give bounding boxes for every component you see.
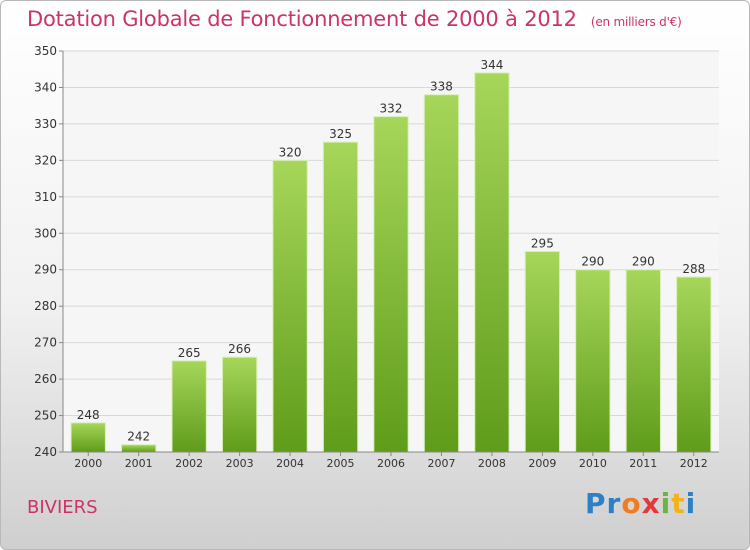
x-tick-label: 2010 [579, 457, 607, 470]
x-tick-label: 2007 [427, 457, 455, 470]
y-tick-label: 350 [34, 44, 57, 58]
data-label: 338 [430, 80, 453, 94]
y-tick-label: 290 [34, 263, 57, 277]
data-labels: 248 242 265 266 320 325 332 338 344 295 290 290 288 [77, 58, 705, 444]
x-axis: 2000 2001 2002 2003 2004 2005 2006 2007 2008 2009… [63, 451, 719, 470]
logo-letter: i [685, 487, 697, 520]
bar [70, 422, 106, 453]
data-label: 242 [127, 430, 150, 444]
data-label: 288 [682, 262, 705, 276]
y-axis: 240 250 260 270 280 290 300 310 320 330 340 350 [34, 44, 64, 459]
bar [575, 269, 611, 453]
y-tick-label: 280 [34, 299, 57, 313]
bar [221, 356, 258, 453]
x-tick-label: 2003 [226, 457, 254, 470]
bar [474, 72, 510, 453]
logo-letter: o [621, 487, 642, 520]
bar [322, 141, 359, 453]
proxiti-logo: Proxiti [585, 487, 696, 520]
x-tick-label: 2009 [528, 457, 556, 470]
data-label: 332 [380, 102, 403, 116]
x-tick-label: 2008 [478, 457, 506, 470]
bar [171, 360, 207, 453]
y-tick-label: 240 [34, 445, 57, 459]
x-tick-label: 2000 [74, 457, 102, 470]
x-tick-label: 2002 [175, 457, 203, 470]
logo-letter: r [606, 487, 622, 520]
bar [625, 269, 661, 453]
bars [70, 72, 712, 453]
bar [373, 116, 409, 453]
x-tick-label: 2006 [377, 457, 405, 470]
data-label: 266 [228, 342, 251, 356]
data-label: 290 [581, 255, 604, 269]
commune-name: BIVIERS [27, 497, 98, 518]
data-label: 265 [178, 346, 201, 360]
data-label: 290 [632, 255, 655, 269]
y-tick-label: 310 [34, 190, 57, 204]
y-tick-label: 340 [34, 80, 57, 94]
logo-letter: t [671, 487, 686, 520]
bar [524, 251, 561, 453]
x-tick-label: 2005 [327, 457, 355, 470]
chart-title-text: Dotation Globale de Fonctionnement de 20… [27, 7, 577, 31]
data-label: 248 [77, 408, 100, 422]
y-tick-label: 320 [34, 153, 57, 167]
data-label: 320 [279, 145, 302, 159]
y-tick-label: 300 [34, 226, 57, 240]
data-label: 295 [531, 237, 554, 251]
bar [676, 276, 712, 453]
x-tick-label: 2012 [680, 457, 708, 470]
x-tick-label: 2004 [276, 457, 304, 470]
y-tick-label: 330 [34, 117, 57, 131]
x-tick-label: 2001 [125, 457, 153, 470]
chart-title: Dotation Globale de Fonctionnement de 20… [27, 7, 682, 31]
logo-letter: P [585, 487, 607, 520]
bar [121, 444, 157, 453]
bar [423, 94, 460, 453]
x-tick-label: 2011 [629, 457, 657, 470]
y-tick-label: 250 [34, 409, 57, 423]
y-tick-label: 260 [34, 372, 57, 386]
bar [272, 159, 308, 453]
data-label: 325 [329, 127, 352, 141]
logo-letter: x [641, 487, 661, 520]
chart-subtitle: (en milliers d'€) [590, 15, 682, 29]
data-label: 344 [480, 58, 503, 72]
y-tick-label: 270 [34, 336, 57, 350]
logo-letter: i [660, 487, 672, 520]
